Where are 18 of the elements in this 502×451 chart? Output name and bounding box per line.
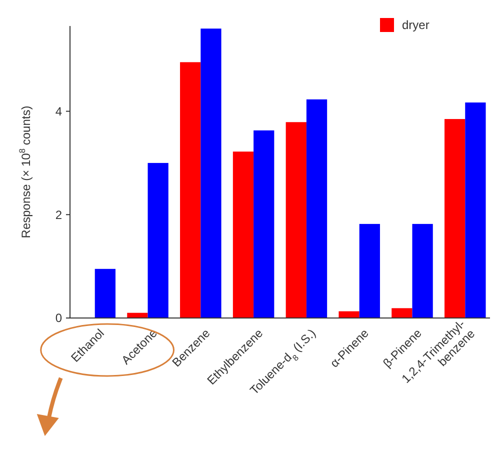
bar	[465, 102, 486, 318]
y-tick-label: 0	[55, 311, 62, 326]
bar	[392, 308, 412, 318]
bar	[254, 130, 274, 318]
bar	[200, 28, 222, 318]
bar	[148, 162, 168, 318]
y-tick-label: 4	[55, 104, 62, 118]
y-tick-label: 2	[55, 208, 62, 222]
bar	[306, 99, 328, 318]
bar	[232, 152, 254, 318]
bar	[412, 224, 433, 318]
bar	[444, 119, 466, 318]
bar	[359, 224, 380, 318]
bar	[286, 122, 306, 318]
bar	[338, 311, 360, 318]
legend-label: dryer	[402, 18, 430, 32]
bar	[180, 62, 201, 318]
bar	[94, 268, 116, 318]
